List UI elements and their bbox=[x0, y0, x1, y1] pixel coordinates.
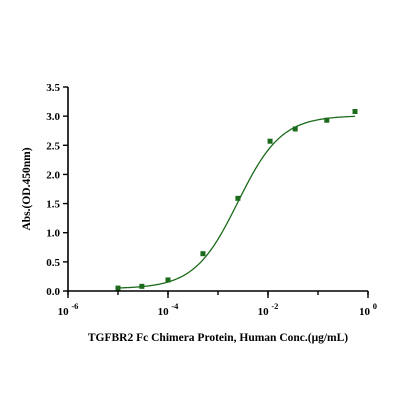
y-tick-label: 0.5 bbox=[46, 257, 60, 269]
y-tick-label: 2.5 bbox=[46, 140, 60, 152]
data-point bbox=[352, 108, 358, 114]
data-point bbox=[235, 195, 241, 201]
data-point bbox=[200, 251, 206, 257]
x-axis-title: TGFBR2 Fc Chimera Protein, Human Conc.(μ… bbox=[88, 332, 348, 344]
data-point bbox=[165, 277, 171, 283]
y-tick-label: 3.0 bbox=[46, 111, 60, 123]
y-axis-title: Abs.(OD.450nm) bbox=[21, 147, 33, 230]
y-tick-label: 1.5 bbox=[46, 199, 60, 211]
x-tick-label: 10 -2 bbox=[258, 301, 279, 318]
x-tick-label: 10 -6 bbox=[58, 301, 79, 318]
data-points bbox=[115, 108, 358, 291]
data-point bbox=[324, 117, 330, 123]
y-tick-label: 2.0 bbox=[46, 169, 60, 181]
y-tick-label: 3.5 bbox=[46, 82, 60, 94]
data-point bbox=[292, 126, 298, 132]
fit-curve bbox=[117, 115, 356, 289]
data-point bbox=[115, 285, 121, 291]
x-tick-label: 10 0 bbox=[359, 301, 377, 318]
x-tick-label: 10 -4 bbox=[158, 301, 180, 318]
y-tick-label: 1.0 bbox=[46, 228, 60, 240]
x-axis-ticks: 10 -6 10 -4 10 -2 10 0 bbox=[58, 291, 377, 318]
data-point bbox=[267, 138, 273, 144]
y-tick-label: 0.0 bbox=[46, 286, 60, 298]
y-axis-ticks: 0.0 0.5 1.0 1.5 2.0 2.5 3.0 3.5 bbox=[46, 82, 68, 298]
data-point bbox=[139, 283, 145, 289]
